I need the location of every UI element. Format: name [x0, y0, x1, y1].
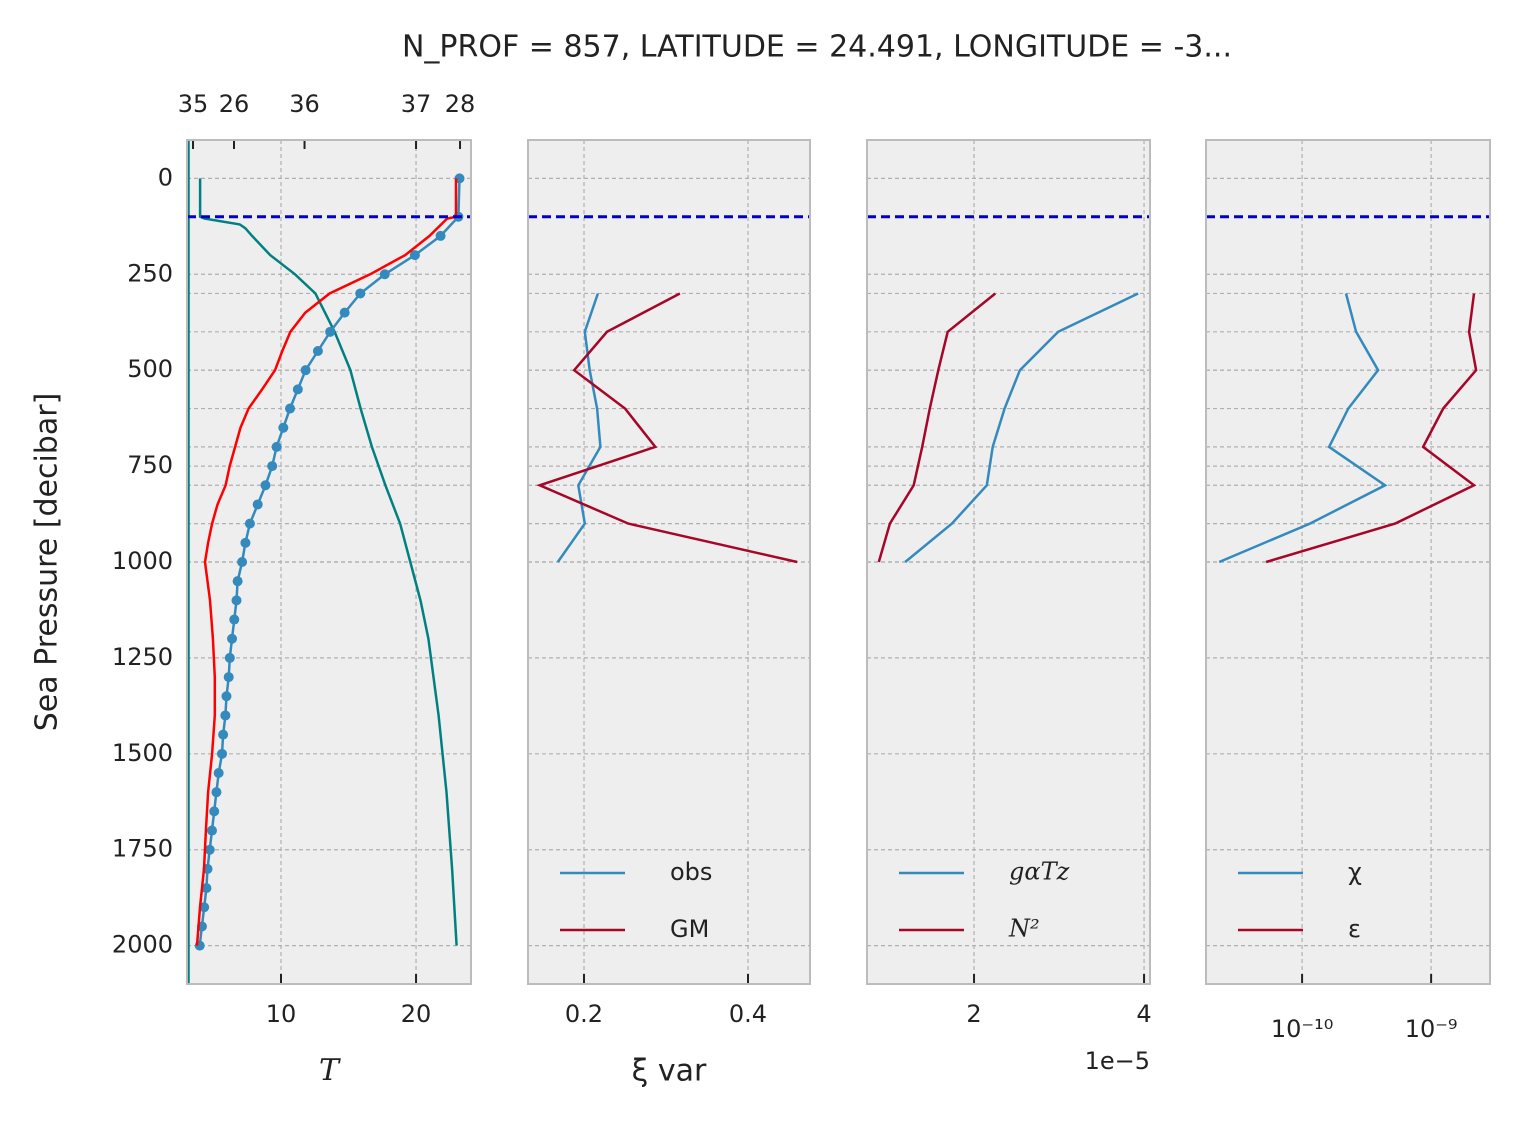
top-tick-label: 26 — [219, 90, 250, 118]
top-tick-label: 35 — [178, 90, 209, 118]
series-marker — [206, 825, 217, 836]
x-tick-label: 2 — [966, 1000, 981, 1028]
x-axis-label: T — [319, 1053, 341, 1088]
series-marker — [271, 441, 282, 452]
plot-frame — [866, 139, 1151, 985]
series-marker — [213, 768, 224, 778]
x-offset-label: 1e−5 — [1085, 1047, 1150, 1075]
series-marker — [204, 844, 215, 855]
series-marker — [300, 365, 311, 376]
y-tick-label: 500 — [127, 355, 173, 383]
series-marker — [312, 346, 323, 356]
y-tick-label: 1750 — [112, 835, 173, 863]
series-marker — [260, 480, 271, 491]
plot-area — [1206, 140, 1490, 984]
series-line — [536, 292, 798, 564]
plot-frame — [1205, 139, 1491, 985]
series-line — [1265, 293, 1478, 564]
top-tick-label: 36 — [289, 90, 320, 118]
series-marker — [229, 614, 240, 625]
plot-frame — [186, 139, 472, 985]
series-marker — [285, 403, 296, 414]
series-marker — [292, 384, 303, 395]
series-marker — [223, 672, 234, 683]
series-marker — [217, 748, 228, 759]
series-marker — [220, 710, 231, 721]
series-line — [195, 178, 458, 946]
series-marker — [221, 691, 232, 702]
x-tick-label: 10 — [266, 1000, 297, 1028]
x-axis-label: ξ var — [632, 1054, 707, 1089]
y-tick-label: 1250 — [112, 643, 173, 671]
series-marker — [379, 269, 390, 280]
x-tick-label: 0.2 — [565, 1000, 603, 1028]
series-marker — [252, 499, 263, 510]
y-tick-label: 0 — [158, 163, 173, 191]
y-axis-label: Sea Pressure [decibar] — [30, 393, 65, 732]
legend-label: gαTz — [1009, 858, 1070, 886]
series-line — [1218, 293, 1388, 564]
series-marker — [231, 595, 242, 606]
series-marker — [325, 326, 336, 337]
series-marker — [224, 652, 235, 663]
x-tick-label: 10⁻¹⁰ — [1271, 1015, 1333, 1043]
top-tick-label: 37 — [401, 90, 432, 118]
series-marker — [278, 422, 289, 433]
legend-label: obs — [670, 858, 712, 886]
series-line — [556, 293, 602, 563]
y-tick-label: 750 — [127, 451, 173, 479]
top-tick-label: 28 — [445, 90, 476, 118]
plot-area — [867, 140, 1150, 984]
series-marker — [211, 787, 222, 798]
series-marker — [240, 537, 251, 548]
x-tick-label: 4 — [1136, 1000, 1151, 1028]
figure-title: N_PROF = 857, LATITUDE = 24.491, LONGITU… — [402, 30, 1232, 65]
plot-area — [187, 140, 471, 984]
y-tick-label: 2000 — [112, 931, 173, 959]
series-marker — [218, 729, 229, 740]
series-marker — [409, 250, 420, 261]
series-line — [198, 178, 461, 946]
series-marker — [435, 230, 446, 241]
series-marker — [209, 806, 220, 817]
series-marker — [267, 461, 278, 472]
x-tick-label: 0.4 — [729, 1000, 767, 1028]
series-marker — [244, 518, 255, 529]
x-tick-label: 10⁻⁹ — [1405, 1015, 1458, 1043]
y-tick-label: 1500 — [112, 739, 173, 767]
series-marker — [232, 576, 243, 587]
series-line — [198, 178, 458, 946]
y-tick-label: 250 — [127, 259, 173, 287]
series-marker — [201, 883, 212, 894]
series-marker — [237, 557, 248, 567]
plot-frame — [527, 139, 811, 985]
series-marker — [199, 902, 210, 913]
series-marker — [355, 288, 366, 299]
legend-label: GM — [670, 915, 709, 943]
plot-area — [528, 140, 810, 984]
series-line — [904, 292, 1139, 563]
x-tick-label: 20 — [401, 1000, 432, 1028]
legend-label: N² — [1008, 915, 1040, 943]
legend-label: χ — [1348, 858, 1362, 886]
series-line — [877, 292, 997, 563]
series-marker — [339, 307, 350, 318]
series-marker — [227, 633, 238, 644]
legend-label: ε — [1348, 915, 1361, 943]
y-tick-label: 1000 — [112, 547, 173, 575]
